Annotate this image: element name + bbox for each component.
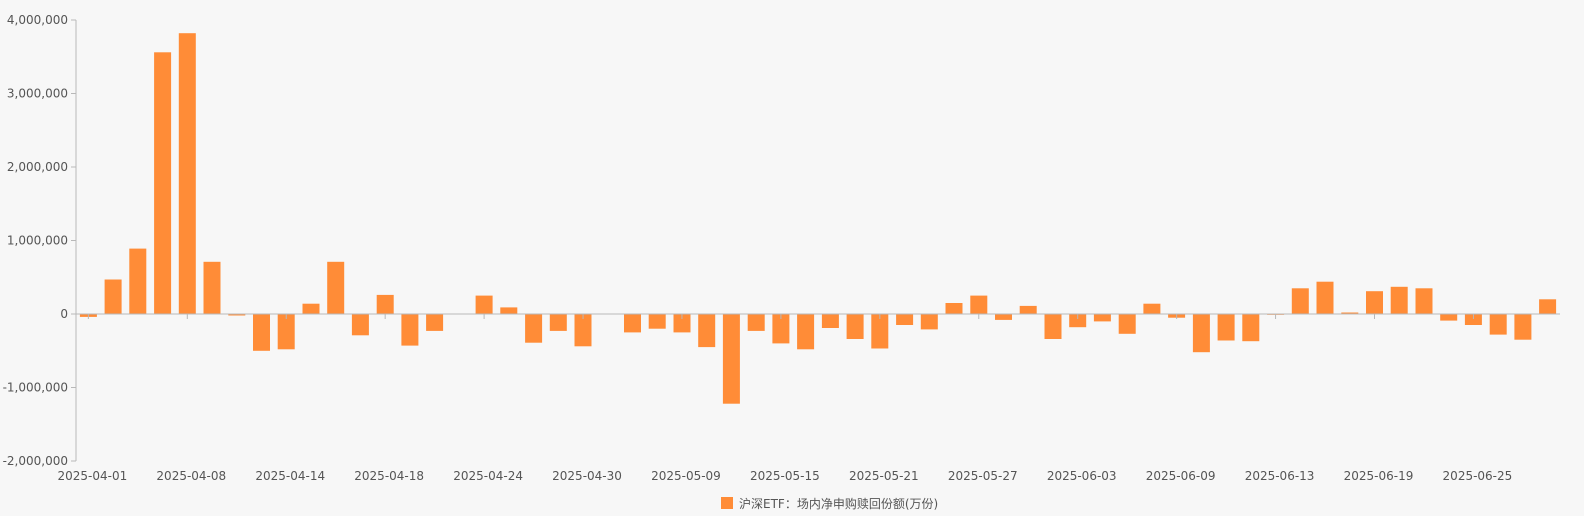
bar[interactable] — [203, 261, 221, 314]
bar[interactable] — [624, 314, 641, 333]
bar[interactable] — [351, 314, 369, 336]
bar[interactable] — [327, 261, 345, 314]
x-tick-label: 2025-04-08 — [156, 469, 226, 483]
bar[interactable] — [970, 295, 988, 314]
bar[interactable] — [401, 314, 419, 346]
bar[interactable] — [104, 279, 122, 315]
x-axis-ticks: 2025-04-01 2025-04-08 2025-04-14 2025-04-18… — [57, 314, 1512, 483]
x-tick-label: 2025-05-21 — [849, 469, 919, 483]
legend-label: 沪深ETF：场内净申购赎回份额(万份) — [739, 496, 938, 511]
bar[interactable] — [1044, 314, 1062, 339]
x-tick-label: 2025-05-27 — [948, 469, 1018, 483]
bar[interactable] — [821, 314, 839, 328]
bar[interactable] — [1093, 314, 1111, 322]
x-tick-label: 2025-04-24 — [453, 469, 523, 483]
bar[interactable] — [995, 314, 1012, 320]
bar[interactable] — [1464, 314, 1482, 325]
bar[interactable] — [1291, 288, 1309, 314]
bar[interactable] — [253, 314, 270, 351]
bar[interactable] — [846, 314, 864, 339]
bar[interactable] — [871, 314, 889, 349]
bar[interactable] — [1539, 299, 1557, 314]
bar[interactable] — [525, 314, 543, 343]
bar[interactable] — [1143, 303, 1161, 314]
bar[interactable] — [574, 314, 592, 347]
bar[interactable] — [797, 314, 815, 350]
bar[interactable] — [1366, 291, 1383, 314]
x-tick-label: 2025-04-30 — [552, 469, 622, 483]
bar[interactable] — [228, 314, 246, 316]
x-tick-label: 2025-06-03 — [1047, 469, 1117, 483]
bar[interactable] — [1019, 305, 1037, 314]
bar[interactable] — [896, 314, 914, 325]
y-tick-label: 0 — [60, 307, 68, 321]
bar[interactable] — [549, 314, 567, 331]
bar[interactable] — [1217, 314, 1235, 341]
y-tick-label: -1,000,000 — [3, 381, 68, 395]
x-tick-label: 2025-06-13 — [1245, 469, 1315, 483]
y-tick-label: 4,000,000 — [7, 13, 68, 27]
legend[interactable]: 沪深ETF：场内净申购赎回份额(万份) — [721, 496, 938, 511]
x-tick-label: 2025-04-01 — [57, 469, 127, 483]
x-tick-label: 2025-04-14 — [255, 469, 325, 483]
bar[interactable] — [698, 314, 716, 348]
bar[interactable] — [426, 314, 444, 331]
bar[interactable] — [1440, 314, 1458, 321]
y-axis-ticks: 4,000,000 3,000,000 2,000,000 1,000,000 0 -1,… — [3, 13, 76, 468]
x-tick-label: 2025-06-25 — [1443, 469, 1513, 483]
bar[interactable] — [302, 303, 320, 314]
legend-swatch — [721, 497, 733, 509]
x-tick-label: 2025-05-15 — [750, 469, 820, 483]
bar[interactable] — [920, 314, 938, 330]
x-tick-label: 2025-05-09 — [651, 469, 721, 483]
x-tick-label: 2025-06-19 — [1344, 469, 1414, 483]
bar[interactable] — [277, 314, 295, 350]
y-tick-label: -2,000,000 — [3, 454, 68, 468]
bars-group — [79, 33, 1557, 404]
bar[interactable] — [1316, 281, 1334, 314]
bar[interactable] — [747, 314, 765, 331]
bar[interactable] — [1341, 312, 1359, 315]
bar[interactable] — [1415, 288, 1433, 314]
bar[interactable] — [1069, 314, 1087, 328]
bar[interactable] — [1514, 314, 1532, 340]
bar[interactable] — [1390, 286, 1408, 314]
bar[interactable] — [1118, 314, 1136, 334]
bar[interactable] — [129, 248, 147, 314]
bar[interactable] — [154, 52, 172, 315]
bar[interactable] — [1242, 314, 1260, 342]
bar[interactable] — [500, 307, 518, 314]
bar[interactable] — [475, 295, 493, 314]
bar[interactable] — [376, 294, 394, 314]
x-tick-label: 2025-04-18 — [354, 469, 424, 483]
bar[interactable] — [1192, 314, 1210, 353]
y-tick-label: 1,000,000 — [7, 234, 68, 248]
y-tick-label: 3,000,000 — [7, 87, 68, 101]
y-tick-label: 2,000,000 — [7, 160, 68, 174]
x-tick-label: 2025-06-09 — [1146, 469, 1216, 483]
bar[interactable] — [648, 314, 666, 329]
bar[interactable] — [722, 314, 740, 404]
bar[interactable] — [178, 33, 196, 314]
bar[interactable] — [673, 314, 691, 333]
bar[interactable] — [1489, 314, 1507, 335]
bar[interactable] — [772, 314, 790, 344]
bar[interactable] — [945, 303, 963, 314]
